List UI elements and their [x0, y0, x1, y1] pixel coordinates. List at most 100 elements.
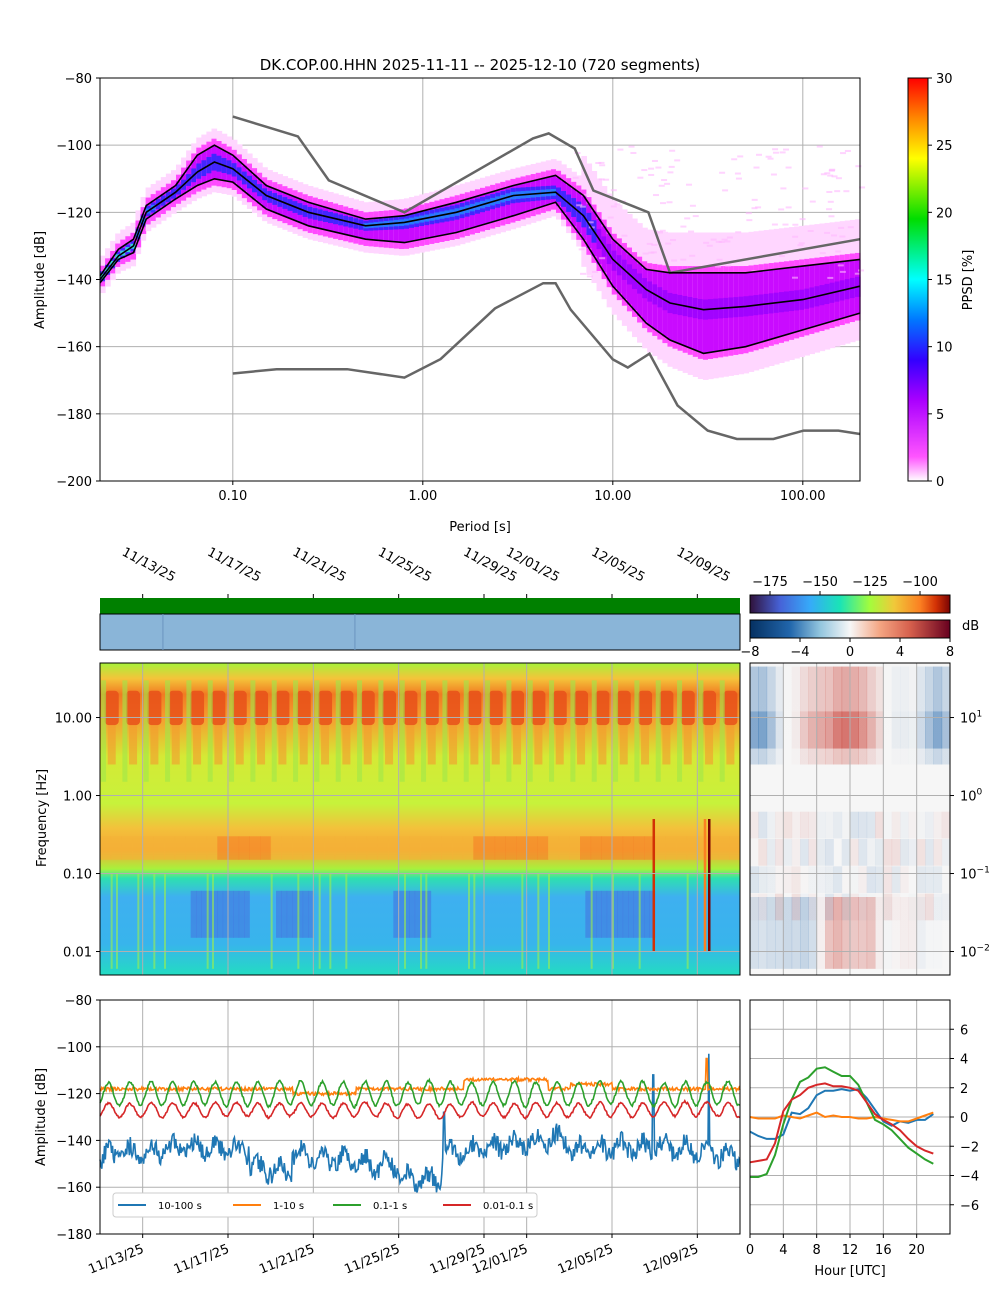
diurnal-cell-hf-low	[892, 749, 901, 765]
ppsd-density-speckle	[715, 240, 722, 243]
ppsd-density-speckle	[824, 172, 831, 175]
band-timeseries-y-ticks: −180 −160 −140 −120 −100 −80	[56, 994, 100, 1243]
diurnal-bands-x-ticks: 0 4 8 12 16 20	[746, 1234, 925, 1258]
spectrogram-night-quiet	[250, 680, 256, 782]
ppsd-colorbar-tick-label: 5	[936, 408, 944, 423]
spectrogram-lowfreq-dark	[281, 890, 288, 938]
ppsd-percentile-curves	[99, 144, 861, 355]
ppsd-density-speckle	[716, 258, 723, 261]
ppsd-colorbar-tick-label: 10	[936, 341, 953, 356]
spectrogram-microseism	[526, 836, 538, 860]
spectrogram-night-quiet	[698, 680, 704, 782]
diurnal-cell-hf-low	[858, 748, 868, 765]
spectrogram-burst-tail	[662, 725, 671, 765]
ppsd-density-speckle	[751, 207, 758, 210]
diurnal-cell-lf	[833, 897, 843, 969]
diurnal-cell-noise	[817, 894, 826, 921]
diurnal-cell-hf	[916, 711, 926, 749]
ppsd-density-speckle	[580, 272, 587, 275]
diurnal-cell-lf	[825, 897, 834, 969]
spectrogram-microseism	[676, 836, 688, 860]
spectrogram-burst-tail	[406, 725, 415, 765]
spectrogram-night-quiet	[719, 680, 725, 782]
spectrogram-night-quiet	[378, 680, 384, 782]
band-timeseries-lines	[99, 1053, 741, 1194]
diurnal-cell-hf-low	[866, 748, 876, 765]
spectrogram-microseism	[580, 836, 592, 860]
spectrogram-burst-tail	[257, 725, 266, 765]
ppsd-density-speckle	[778, 255, 785, 258]
top-date-tick-label: 11/25/25	[375, 545, 434, 586]
ppsd-density-speckle	[847, 226, 854, 229]
spectrogram-ytick-label: 0.10	[63, 868, 92, 883]
diurnal-cell-hf-top	[825, 666, 834, 712]
ppsd-density-speckle	[820, 173, 827, 176]
diurnal-cell-noise	[775, 839, 784, 866]
spectrogram-transient	[612, 873, 614, 969]
spectrogram-microseism	[558, 836, 570, 860]
diurnal-band-line-0-1-1-s	[750, 1066, 934, 1178]
legend-label: 10-100 s	[158, 1201, 202, 1212]
spectrogram-microseism	[622, 836, 634, 860]
spectrogram-daily-burst	[232, 690, 247, 726]
diurnal-ytick-exponent: −1	[977, 866, 990, 876]
spectrogram-microseism	[462, 836, 474, 860]
spectrogram-colorbar-tick-label: −125	[852, 575, 888, 590]
spectrogram-burst-tail	[534, 725, 543, 765]
band-ytick-label: −100	[56, 1041, 92, 1056]
ppsd-density-speckle	[703, 241, 710, 244]
band-line-0-1-1-s	[99, 1077, 741, 1110]
ppsd-density-speckle	[669, 149, 676, 152]
spectrogram-event-streak	[708, 819, 711, 952]
ppsd-y-ticks: −200 −180 −160 −140 −120 −100 −80	[56, 72, 100, 490]
ppsd-density-speckle	[598, 178, 605, 181]
spectrogram-microseism	[398, 836, 410, 860]
diurnal-cell-hf	[883, 711, 892, 748]
ppsd-density-speckle	[688, 230, 695, 233]
diurnal-cell-hf-low	[875, 748, 884, 765]
spectrogram-lowfreq-dark	[308, 890, 314, 938]
diurnal-cell-noise	[891, 811, 901, 839]
diurnal-cell-hf	[775, 711, 784, 749]
diurnal-cell-noise	[783, 839, 793, 866]
ppsd-density-speckle	[816, 145, 823, 148]
diurnal-cell-noise	[833, 839, 842, 866]
ppsd-density-speckle	[826, 190, 833, 193]
diurnal-cell-noise	[892, 894, 901, 921]
diurnal-cell-noise	[900, 839, 909, 866]
diurnal-ytick-label: 100	[960, 788, 983, 805]
spectrogram-burst-tail	[129, 725, 138, 765]
diurnal-colorbar-ticks: −8 −4 0 4 8	[740, 638, 954, 660]
ppsd-xlabel: Period [s]	[449, 520, 511, 535]
spectrogram-transient	[638, 873, 641, 969]
spectrogram-burst-tail	[385, 725, 394, 765]
ppsd-ylabel: Amplitude [dB]	[33, 231, 48, 329]
diurnal-colorbar-label: dB	[962, 619, 979, 634]
spectrogram-burst-tail	[363, 725, 372, 765]
ppsd-density-speckle	[797, 244, 804, 247]
diurnal-cell-noise	[883, 893, 893, 921]
ppsd-density-speckle	[599, 257, 606, 260]
diurnal-cell-hf	[891, 711, 901, 749]
diurnal-cell-noise	[816, 839, 826, 866]
diurnal-cell-noise	[867, 894, 876, 921]
spectrogram-burst-tail	[491, 725, 500, 765]
diurnal-cell-hf-top	[933, 666, 943, 712]
spectrogram-burst-tail	[555, 725, 564, 765]
ppsd-density-speckle	[660, 202, 667, 205]
ppsd-density-speckle	[771, 223, 778, 226]
ppsd-density-speckle	[751, 198, 758, 201]
diurnal-cell-hf	[908, 711, 918, 749]
diurnal-ytick-label: 10−1	[960, 866, 990, 883]
spectrogram-microseism	[366, 836, 378, 860]
spectrogram-lowfreq-dark	[398, 890, 405, 938]
diurnal-cell-noise	[766, 866, 776, 894]
diurnal-cell-noise	[766, 839, 776, 866]
diurnal-bands-ytick-label: 4	[960, 1053, 968, 1068]
spectrogram-lowfreq-dark	[292, 890, 298, 938]
diurnal-bands-xtick-label: 8	[813, 1243, 821, 1258]
ppsd-density-speckle	[650, 251, 657, 254]
spectrogram-daily-burst	[680, 690, 695, 726]
spectrogram-microseism	[217, 836, 229, 860]
spectrogram-transient	[153, 873, 156, 969]
